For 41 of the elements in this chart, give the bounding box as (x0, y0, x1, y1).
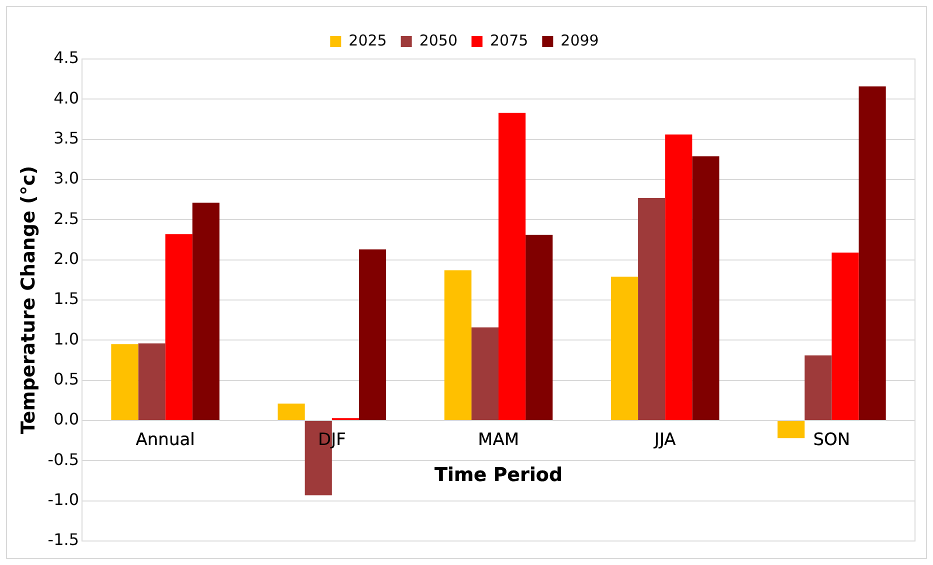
x-axis-title: Time Period (434, 464, 563, 486)
y-tick-label: -1.0 (48, 490, 80, 509)
y-tick-label: 3.0 (54, 168, 80, 188)
bar (111, 344, 138, 420)
y-tick-label: -0.5 (48, 450, 80, 469)
bar (665, 134, 692, 420)
y-tick-label: 4.0 (54, 88, 80, 108)
bar (778, 421, 805, 438)
x-tick-label: Annual (136, 430, 195, 450)
bar (165, 234, 192, 420)
legend-label: 2075 (490, 31, 528, 50)
bar (498, 112, 526, 420)
y-tick-label: 2.5 (54, 208, 80, 228)
bar (278, 404, 305, 420)
x-tick-label: MAM (478, 430, 519, 450)
legend-label: 2050 (419, 31, 458, 50)
x-tick-label: SON (813, 430, 850, 450)
legend-label: 2099 (560, 31, 599, 50)
bar (610, 276, 638, 420)
x-tick-label: JJA (653, 430, 676, 450)
y-tick-label: 1.5 (54, 289, 80, 308)
y-tick-label: 2.0 (54, 248, 80, 268)
y-tick-label: 3.5 (54, 128, 80, 148)
y-axis-title: Temperature Change (°c) (17, 166, 40, 434)
bar (138, 343, 166, 420)
y-tick-label: 0.5 (54, 369, 80, 388)
legend-label: 2025 (348, 31, 387, 50)
bar (638, 198, 666, 420)
bar (471, 327, 499, 420)
bar (358, 249, 386, 420)
bar (832, 252, 859, 420)
bar (444, 270, 472, 420)
bar (192, 202, 220, 420)
y-tick-label: 1.0 (54, 329, 80, 348)
y-tick-label: 4.5 (54, 48, 80, 68)
bar (858, 86, 886, 420)
y-tick-label: 0.0 (54, 410, 80, 429)
bar (692, 156, 720, 420)
bar (526, 234, 553, 420)
bar (804, 355, 832, 420)
y-tick-label: -1.5 (48, 530, 80, 550)
